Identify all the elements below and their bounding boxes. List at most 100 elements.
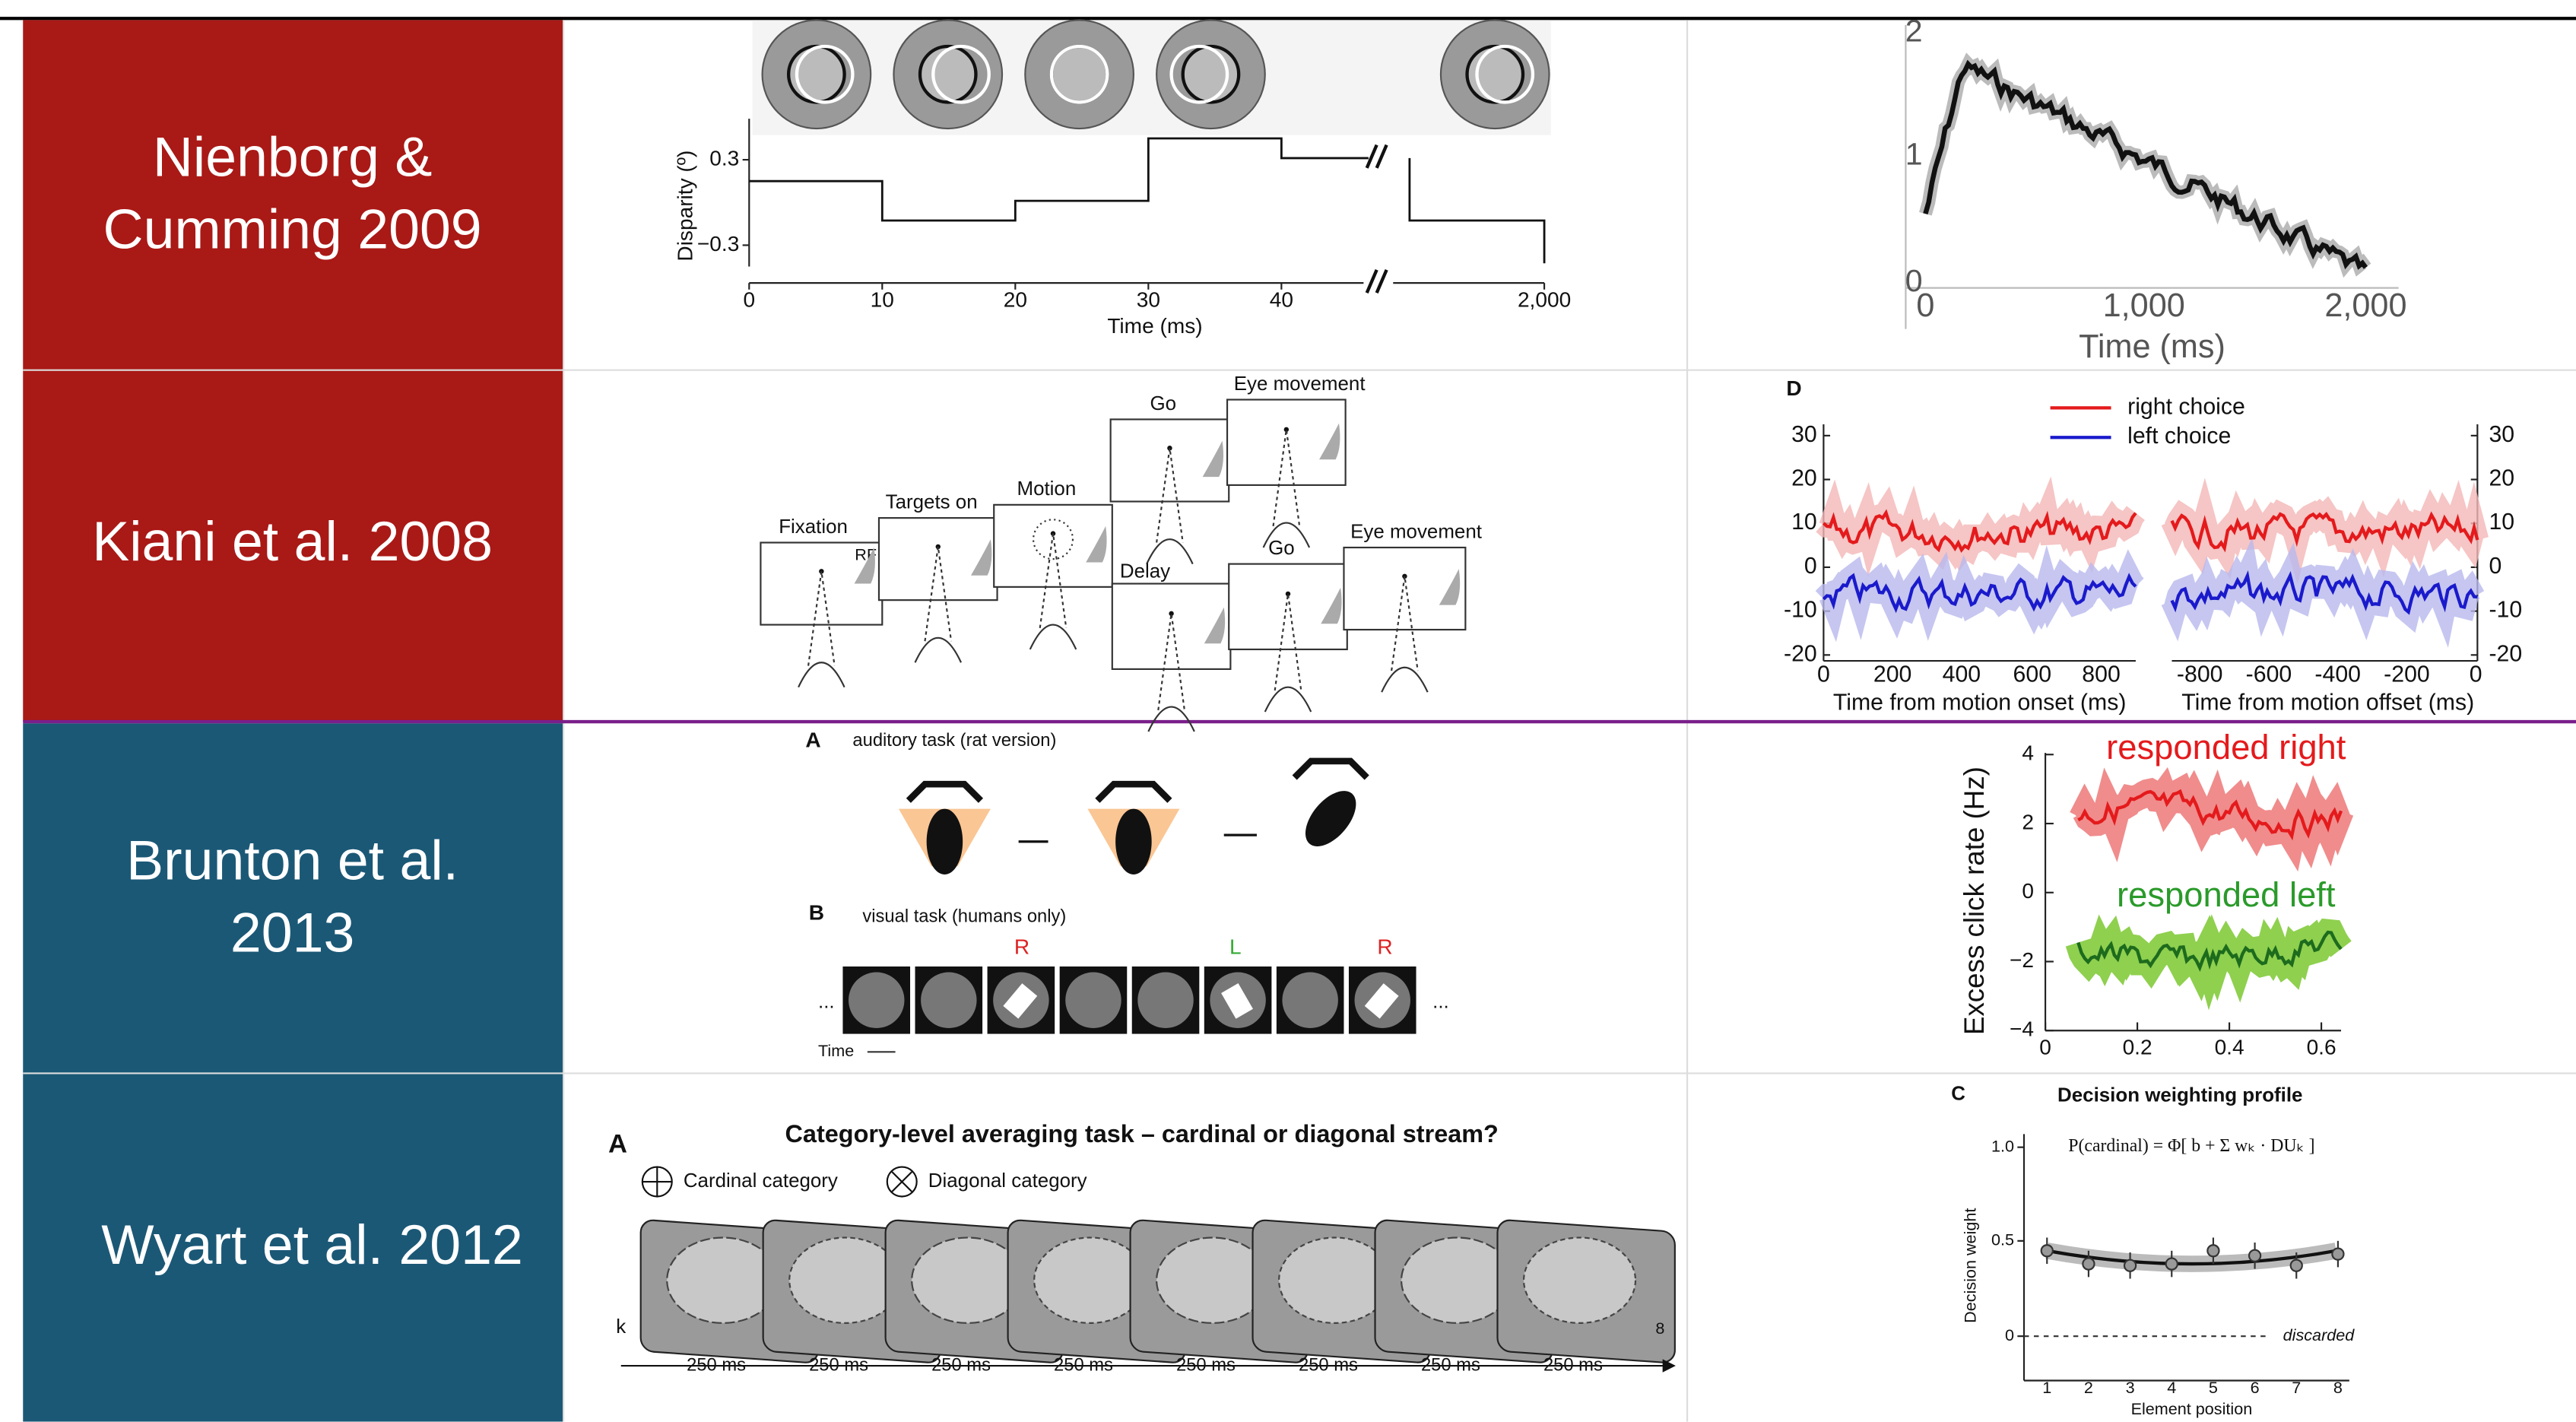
stimulus-strip — [753, 20, 1551, 135]
label: -20 — [1784, 641, 1817, 666]
label: Go — [1150, 393, 1177, 414]
row-label: Kiani et al. 2008 — [92, 509, 493, 573]
label: k — [616, 1316, 626, 1338]
label: ... — [818, 991, 835, 1012]
label: Targets on — [886, 492, 978, 513]
label: Delay — [1120, 560, 1170, 582]
label: 2,000 — [2324, 287, 2406, 324]
label: Element position — [2131, 1399, 2253, 1418]
label: 4 — [2167, 1378, 2176, 1397]
grating — [789, 1238, 901, 1323]
point — [2166, 1259, 2178, 1270]
label: Decision weight — [1961, 1208, 1980, 1323]
label: 7 — [2292, 1378, 2301, 1397]
label: 3 — [2126, 1378, 2135, 1397]
label: 200 — [1873, 662, 1911, 687]
legend-label: left choice — [2127, 424, 2231, 449]
label: 250 ms — [931, 1354, 991, 1375]
label: R — [1014, 935, 1029, 959]
row-label: Brunton et al. — [126, 828, 458, 891]
point — [2083, 1259, 2094, 1270]
label: L — [1229, 935, 1242, 959]
label: 250 ms — [687, 1354, 746, 1375]
grating — [1401, 1238, 1513, 1323]
label: 0.4 — [2215, 1035, 2244, 1059]
row-label: Nienborg & — [153, 125, 432, 189]
label: 0 — [1817, 662, 1830, 687]
label: Disparity (º) — [674, 151, 697, 262]
label: responded left — [2117, 875, 2336, 914]
label: Fixation — [779, 516, 848, 538]
label: 1 — [2042, 1378, 2051, 1397]
label: −2 — [2010, 948, 2034, 972]
rat — [1115, 809, 1152, 874]
point — [2041, 1245, 2053, 1256]
label: 1.0 — [1991, 1136, 2014, 1155]
point — [2291, 1260, 2302, 1271]
label: Decision weighting profile — [2057, 1085, 2302, 1106]
label: 30 — [1791, 422, 1817, 447]
task-frame — [1112, 584, 1231, 669]
label: 8 — [1655, 1319, 1664, 1338]
label: -20 — [2489, 641, 2522, 666]
page: {"rows":[ {"label":["Nienborg &","Cummin… — [0, 0, 2576, 1422]
label: 0 — [2039, 1035, 2051, 1059]
task-frame — [1229, 564, 1347, 649]
label: 600 — [2013, 662, 2051, 687]
label: 0.6 — [2307, 1035, 2336, 1059]
label: Time (ms) — [2079, 329, 2225, 365]
label: Time from motion offset (ms) — [2181, 690, 2474, 715]
label: 20 — [1791, 466, 1817, 491]
label: 0 — [2022, 879, 2034, 903]
label: 0.5 — [1991, 1230, 2014, 1249]
label: Motion — [1017, 478, 1076, 500]
row-label: 2013 — [230, 901, 354, 964]
label: 6 — [2251, 1378, 2260, 1397]
label: 10 — [871, 287, 894, 311]
label: 250 ms — [809, 1354, 868, 1375]
task-frame — [1344, 548, 1465, 630]
slide: Nienborg & Cumming 2009 Kiani et al. 2008 B… — [0, 0, 2576, 1422]
label: Category-level averaging task – cardinal… — [785, 1120, 1499, 1147]
label: R — [1377, 935, 1392, 959]
label: Eye movement — [1234, 373, 1366, 395]
label: 250 ms — [1421, 1354, 1480, 1375]
label: Time (ms) — [1107, 314, 1202, 338]
label: Excess click rate (Hz) — [1959, 767, 1990, 1035]
stimulus-inner — [920, 46, 976, 102]
label: 10 — [1791, 509, 1817, 535]
point — [2207, 1245, 2219, 1256]
label: 250 ms — [1299, 1354, 1358, 1375]
label: A — [805, 728, 820, 751]
legend-label: right choice — [2127, 394, 2245, 419]
label: 8 — [2333, 1378, 2343, 1397]
point — [2332, 1249, 2343, 1260]
label: 0 — [2470, 662, 2482, 687]
noise-patch — [1065, 973, 1121, 1028]
label: 250 ms — [1176, 1354, 1236, 1375]
point — [2124, 1260, 2136, 1271]
label: C — [1951, 1083, 1965, 1104]
label: 250 ms — [1543, 1354, 1603, 1375]
label: responded right — [2106, 728, 2346, 767]
label: 2 — [1905, 14, 1923, 49]
label: Time — [818, 1041, 854, 1060]
grating — [912, 1238, 1023, 1323]
row-label: Cumming 2009 — [103, 198, 482, 261]
label: Cardinal category — [684, 1170, 838, 1192]
label: 0.2 — [2123, 1035, 2152, 1059]
noise-patch — [1282, 973, 1337, 1028]
point — [2249, 1250, 2260, 1262]
grating — [667, 1238, 779, 1323]
label: A — [608, 1130, 627, 1159]
label: 40 — [1270, 287, 1293, 311]
label: 30 — [1137, 287, 1160, 311]
label: 10 — [2489, 509, 2514, 535]
label: 800 — [2082, 662, 2120, 687]
label: auditory task (rat version) — [852, 730, 1056, 751]
label: 5 — [2209, 1378, 2218, 1397]
task-frame — [994, 505, 1112, 587]
label: 1 — [1905, 137, 1923, 172]
grating — [1156, 1238, 1268, 1323]
label: -10 — [2489, 598, 2522, 623]
